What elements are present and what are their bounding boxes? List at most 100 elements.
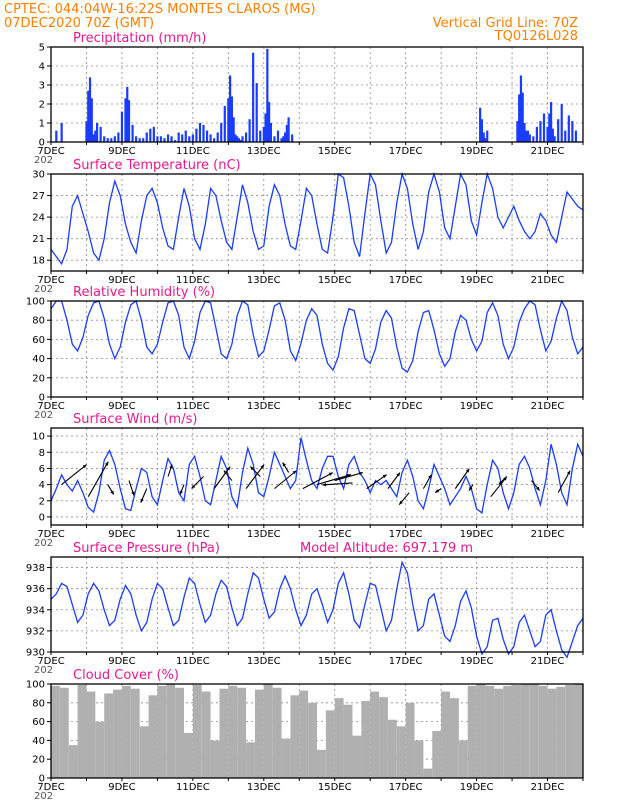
wind-arrowhead bbox=[498, 480, 503, 485]
precip-bar bbox=[220, 123, 223, 142]
precip-bar bbox=[131, 124, 134, 142]
precip-bar bbox=[244, 132, 248, 142]
wind-vector bbox=[302, 472, 334, 490]
y-tick-label: 21 bbox=[32, 234, 45, 245]
cloud-bar bbox=[139, 726, 149, 778]
cloud-bar bbox=[157, 685, 167, 778]
y-tick-label: 2 bbox=[39, 496, 45, 507]
cloud-bar bbox=[148, 695, 158, 778]
precip-bar bbox=[564, 130, 567, 142]
cloud-bar bbox=[565, 684, 575, 778]
cloud-bar bbox=[450, 698, 459, 778]
wind-arrowhead bbox=[179, 490, 183, 495]
x-tick-label: 7DEC bbox=[37, 782, 64, 793]
x-tick-label: 9DEC bbox=[108, 401, 135, 412]
x-tick-label: 19DEC bbox=[460, 656, 494, 667]
precip-bar bbox=[170, 136, 173, 142]
precip-bar bbox=[99, 126, 102, 142]
precip-bar bbox=[280, 138, 283, 142]
cloud-bar bbox=[130, 688, 140, 778]
wind-arrowhead bbox=[260, 464, 265, 469]
cloud-bar bbox=[113, 689, 122, 778]
wind-arrowhead bbox=[223, 470, 228, 475]
header-station: CPTEC: 044:04W-16:22S MONTES CLAROS (MG) bbox=[4, 2, 316, 17]
precip-bar bbox=[287, 117, 290, 142]
cloud-bar bbox=[325, 710, 335, 778]
x-tick-label: 17DEC bbox=[389, 529, 423, 540]
cloud-bar bbox=[104, 693, 114, 778]
precip-bar bbox=[88, 77, 92, 142]
cloud-bar bbox=[361, 700, 371, 778]
precip-bar bbox=[528, 134, 531, 142]
x-tick-label: 13DEC bbox=[247, 782, 281, 793]
x-tick-label: 13DEC bbox=[247, 146, 281, 157]
panel-frame bbox=[50, 683, 584, 779]
precip-bar bbox=[276, 130, 280, 142]
x-tick-label: 13DEC bbox=[247, 656, 281, 667]
precip-bar bbox=[152, 126, 155, 142]
x-tick-label: 9DEC bbox=[108, 782, 135, 793]
wind-arrowhead bbox=[469, 486, 473, 491]
x-year-stub: 202 bbox=[34, 665, 53, 676]
wind-arrowhead bbox=[535, 486, 540, 491]
precip-bar bbox=[484, 138, 487, 142]
panel-title: Surface Temperature (nC) bbox=[73, 158, 241, 173]
cloud-bar bbox=[343, 704, 353, 778]
wind-arrowhead bbox=[250, 466, 255, 471]
panel-title: Surface Pressure (hPa) bbox=[73, 541, 220, 556]
wind-vector bbox=[245, 464, 265, 489]
y-tick-label: 60 bbox=[32, 717, 45, 728]
panel-wind: 0 2 4 6 8 10 7DEC 9DEC 11DEC 13DEC 15DEC 17DEC 19DEC… bbox=[32, 412, 584, 549]
cloud-bar bbox=[520, 684, 530, 778]
y-tick-label: 938 bbox=[26, 563, 45, 574]
panel-frame bbox=[50, 300, 584, 398]
precip-bar bbox=[239, 140, 242, 142]
x-year-stub: 202 bbox=[34, 791, 53, 800]
cloud-bar bbox=[184, 732, 193, 778]
precip-bar bbox=[209, 134, 212, 142]
cloud-bar bbox=[547, 688, 557, 778]
precip-bar bbox=[113, 136, 116, 142]
precip-bar bbox=[268, 102, 271, 142]
y-tick-label: 3 bbox=[39, 81, 45, 92]
precip-bar bbox=[163, 138, 166, 142]
precip-bar bbox=[237, 138, 241, 142]
panel-frame bbox=[50, 427, 584, 526]
y-tick-label: 2 bbox=[39, 100, 45, 111]
precip-bar bbox=[184, 130, 187, 142]
panel-cloud: 0 20 40 60 80 100 7DEC 9DEC 11DEC 13DEC 15DEC 17DEC… bbox=[26, 668, 584, 800]
cloud-bar bbox=[290, 695, 300, 778]
y-tick-label: 100 bbox=[26, 297, 45, 308]
x-year-stub: 202 bbox=[34, 284, 53, 295]
wind-arrowhead bbox=[282, 462, 286, 467]
x-tick-label: 15DEC bbox=[318, 782, 352, 793]
cloud-bar bbox=[166, 684, 176, 778]
precip-bar bbox=[248, 119, 251, 142]
wind-arrowhead bbox=[382, 474, 387, 479]
precip-bar bbox=[516, 121, 519, 142]
x-tick-label: 13DEC bbox=[247, 401, 281, 412]
y-tick-label: 1 bbox=[39, 119, 45, 130]
panel-rh: 0 20 40 60 80 100 7DEC 9DEC 11DEC 13DEC 15DEC 17DEC… bbox=[26, 285, 584, 421]
cloud-bar bbox=[263, 684, 273, 778]
precip-bar bbox=[106, 138, 109, 142]
cloud-bar bbox=[396, 726, 406, 778]
x-tick-label: 19DEC bbox=[460, 146, 494, 157]
precip-bar bbox=[103, 136, 106, 142]
cloud-bar bbox=[237, 687, 247, 778]
x-tick-label: 19DEC bbox=[460, 529, 494, 540]
cloud-bar bbox=[352, 735, 362, 778]
cloud-bar bbox=[68, 745, 78, 778]
precip-bar bbox=[548, 113, 551, 142]
precip-bar bbox=[138, 138, 141, 142]
cloud-bar bbox=[272, 687, 282, 778]
precip-bar bbox=[110, 138, 113, 142]
x-tick-label: 11DEC bbox=[176, 146, 210, 157]
precip-bar bbox=[159, 136, 163, 142]
cloud-bar bbox=[86, 691, 96, 778]
wind-arrowhead bbox=[322, 482, 327, 487]
precip-bar bbox=[135, 136, 138, 142]
x-tick-label: 11DEC bbox=[176, 401, 210, 412]
precip-bar bbox=[60, 123, 63, 142]
cloud-bar bbox=[494, 688, 504, 778]
